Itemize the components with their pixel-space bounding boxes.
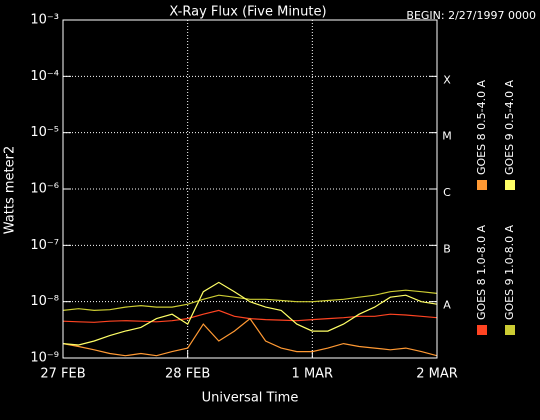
series-line bbox=[63, 317, 437, 357]
x-tick-label: 2 MAR bbox=[416, 367, 458, 382]
x-tick-label: 1 MAR bbox=[292, 367, 334, 382]
x-tick-label: 28 FEB bbox=[165, 367, 210, 382]
y-axis-label: Watts meter2 bbox=[3, 146, 18, 234]
legend-label: GOES 8 0.5-4.0 A bbox=[475, 79, 488, 175]
legend-label: GOES 9 1.0-8.0 A bbox=[503, 224, 516, 320]
x-tick-label: 27 FEB bbox=[40, 367, 85, 382]
plot-frame bbox=[62, 19, 438, 359]
chart-title: X-Ray Flux (Five Minute) bbox=[169, 5, 326, 20]
flare-class-label: M bbox=[442, 130, 452, 143]
y-tick-label: 10⁻⁵ bbox=[30, 125, 59, 140]
legend-swatch bbox=[505, 180, 515, 190]
legend-label: GOES 9 0.5-4.0 A bbox=[503, 79, 516, 175]
legend-label: GOES 8 1.0-8.0 A bbox=[475, 224, 488, 320]
flare-class-label: C bbox=[443, 186, 451, 199]
x-axis-label: Universal Time bbox=[202, 391, 299, 406]
y-tick-label: 10⁻⁴ bbox=[30, 69, 59, 84]
y-tick-label: 10⁻⁹ bbox=[30, 351, 59, 366]
y-tick-label: 10⁻³ bbox=[30, 13, 59, 28]
y-tick-label: 10⁻⁶ bbox=[30, 182, 59, 197]
flare-class-label: X bbox=[443, 73, 451, 86]
flare-class-label: B bbox=[443, 242, 451, 255]
y-tick-label: 10⁻⁸ bbox=[30, 294, 59, 309]
flare-class-label: A bbox=[443, 299, 451, 312]
legend-swatch bbox=[505, 325, 515, 335]
y-tick-label: 10⁻⁷ bbox=[30, 238, 59, 253]
legend-swatch bbox=[477, 180, 487, 190]
series-line bbox=[63, 281, 437, 346]
series-line bbox=[63, 309, 437, 323]
legend-swatch bbox=[477, 325, 487, 335]
chart-subtitle: BEGIN: 2/27/1997 0000 bbox=[406, 9, 536, 22]
series-line bbox=[63, 289, 437, 312]
